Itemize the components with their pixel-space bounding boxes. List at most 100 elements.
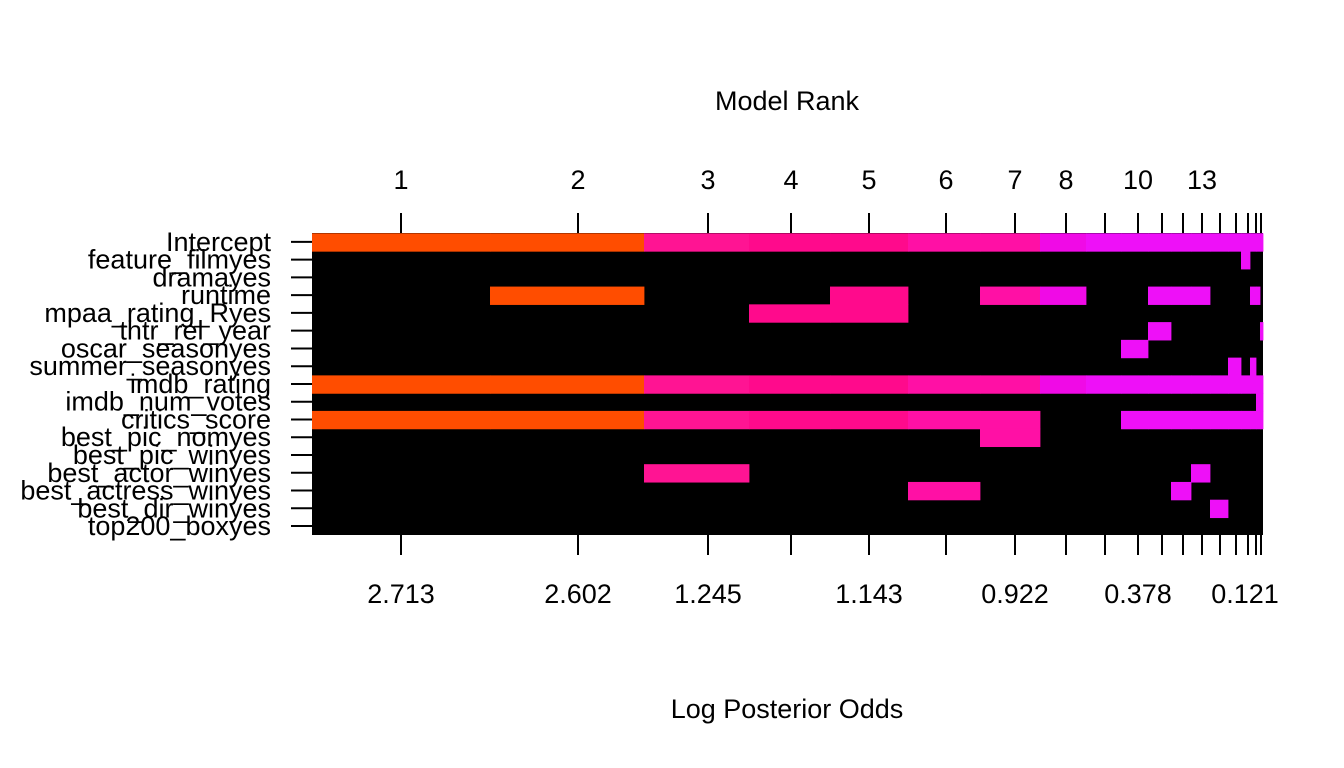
cell-critics_score-model-4 xyxy=(749,410,831,430)
cell-critics_score-model-2 xyxy=(490,410,645,430)
top-tick-label: 7 xyxy=(1007,165,1022,195)
cell-critics_score-model-1 xyxy=(312,410,491,430)
top-tick-label: 13 xyxy=(1187,165,1217,195)
y-tick-label: runtime xyxy=(181,280,271,310)
y-tick-label: top200_boxyes xyxy=(88,511,271,541)
bottom-tick-label: 0.922 xyxy=(981,579,1049,609)
cell-Intercept-model-10 xyxy=(1121,233,1149,252)
top-tick-label: 3 xyxy=(700,165,715,195)
cell-Intercept-model-8 xyxy=(1040,233,1087,252)
cell-imdb_rating-model-15 xyxy=(1228,375,1242,394)
cell-Intercept-model-5 xyxy=(830,233,909,252)
cell-critics_score-model-15 xyxy=(1228,410,1242,430)
cell-Intercept-model-14 xyxy=(1210,233,1229,252)
cell-best_pic_nomyes-model-7 xyxy=(980,428,1041,448)
cell-Intercept-model-17 xyxy=(1250,233,1257,252)
bottom-tick-label: 2.602 xyxy=(544,579,612,609)
cell-Intercept-model-4 xyxy=(749,233,831,252)
cell-imdb_rating-model-12 xyxy=(1171,375,1192,394)
y-tick-label: feature_filmyes xyxy=(88,245,271,275)
cell-best_actor_winyes-model-13 xyxy=(1191,464,1211,483)
cell-critics_score-model-16 xyxy=(1241,410,1251,430)
y-tick-label: best_pic_winyes xyxy=(73,440,271,470)
cell-runtime-model-12 xyxy=(1171,286,1192,305)
top-tick-label: 2 xyxy=(570,165,585,195)
y-tick-label: Intercept xyxy=(166,227,272,257)
bottom-tick-label: 2.713 xyxy=(367,579,435,609)
cell-summer_seasonyes-model-17 xyxy=(1250,357,1257,376)
cell-imdb_rating-model-4 xyxy=(749,375,831,394)
cell-Intercept-model-1 xyxy=(312,233,491,252)
cells-layer xyxy=(312,233,1264,519)
cell-Intercept-model-15 xyxy=(1228,233,1242,252)
cell-runtime-model-18 xyxy=(1256,286,1261,305)
y-tick-label: best_actress_winyes xyxy=(20,476,271,506)
cell-mpaa_rating_Ryes-model-4 xyxy=(749,304,831,323)
y-tick-label: oscar_seasonyes xyxy=(61,333,271,363)
top-tick-label: 4 xyxy=(783,165,798,195)
y-tick-label: mpaa_rating_Ryes xyxy=(44,298,271,328)
bottom-tick-label: 0.378 xyxy=(1104,579,1172,609)
cell-Intercept-model-7 xyxy=(980,233,1041,252)
cell-runtime-model-7 xyxy=(980,286,1041,305)
cell-critics_score-model-5 xyxy=(830,410,909,430)
cell-critics_score-model-11 xyxy=(1148,410,1172,430)
cell-Intercept-model-13 xyxy=(1191,233,1211,252)
cell-runtime-model-5 xyxy=(830,286,909,305)
cell-imdb_rating-model-1 xyxy=(312,375,491,394)
cell-Intercept-model-2 xyxy=(490,233,645,252)
cell-imdb_rating-model-8 xyxy=(1040,375,1087,394)
top-tick-label: 8 xyxy=(1058,165,1073,195)
y-tick-label: dramayes xyxy=(152,262,271,292)
top-tick-label: 1 xyxy=(393,165,408,195)
cell-imdb_rating-model-14 xyxy=(1210,375,1229,394)
x-axis-label: Log Posterior Odds xyxy=(671,694,904,724)
cell-imdb_num_votes-model-18 xyxy=(1256,393,1261,412)
cell-Intercept-model-3 xyxy=(644,233,750,252)
top-tick-label: 5 xyxy=(861,165,876,195)
y-tick-label: best_dir_winyes xyxy=(77,493,271,523)
cell-runtime-model-11 xyxy=(1148,286,1172,305)
cell-thtr_rel_year-model-19 xyxy=(1260,322,1264,341)
cell-critics_score-model-18 xyxy=(1256,410,1261,430)
top-tick-label: 6 xyxy=(938,165,953,195)
cell-summer_seasonyes-model-15 xyxy=(1228,357,1242,376)
top-tick-label: 10 xyxy=(1123,165,1153,195)
cell-Intercept-model-11 xyxy=(1148,233,1172,252)
cell-imdb_rating-model-2 xyxy=(490,375,645,394)
cell-critics_score-model-10 xyxy=(1121,410,1149,430)
cell-imdb_rating-model-11 xyxy=(1148,375,1172,394)
cell-Intercept-model-9 xyxy=(1086,233,1122,252)
cell-Intercept-model-18 xyxy=(1256,233,1261,252)
cell-imdb_rating-model-6 xyxy=(908,375,981,394)
cell-Intercept-model-12 xyxy=(1171,233,1192,252)
cell-runtime-model-8 xyxy=(1040,286,1087,305)
cell-feature_filmyes-model-16 xyxy=(1241,251,1251,270)
y-tick-label: best_pic_nomyes xyxy=(61,422,271,452)
cell-Intercept-model-19 xyxy=(1260,233,1264,252)
cell-imdb_rating-model-17 xyxy=(1250,375,1257,394)
cell-imdb_rating-model-3 xyxy=(644,375,750,394)
cell-best_actress_winyes-model-6 xyxy=(908,481,981,501)
cell-imdb_rating-model-13 xyxy=(1191,375,1211,394)
cell-critics_score-model-6 xyxy=(908,410,981,430)
cell-oscar_seasonyes-model-10 xyxy=(1121,339,1149,359)
cell-Intercept-model-6 xyxy=(908,233,981,252)
cell-critics_score-model-12 xyxy=(1171,410,1192,430)
cell-critics_score-model-17 xyxy=(1250,410,1257,430)
bottom-axis: 2.713 2.602 1.245 1.143 0.922 0.378 0.121 xyxy=(367,535,1279,609)
y-tick-label: imdb_rating xyxy=(130,369,271,399)
y-tick-label: critics_score xyxy=(121,404,271,434)
cell-runtime-model-13 xyxy=(1191,286,1211,305)
cell-critics_score-model-7 xyxy=(980,410,1041,430)
cell-critics_score-model-13 xyxy=(1191,410,1211,430)
bottom-tick-label: 1.143 xyxy=(835,579,903,609)
cell-best_actress_winyes-model-12 xyxy=(1171,481,1192,501)
top-axis: 1 2 3 4 5 6 7 8 10 13 xyxy=(393,165,1262,233)
cell-imdb_rating-model-18 xyxy=(1256,375,1261,394)
cell-imdb_rating-model-7 xyxy=(980,375,1041,394)
cell-critics_score-model-19 xyxy=(1260,410,1264,430)
cell-imdb_rating-model-9 xyxy=(1086,375,1122,394)
cell-best_actor_winyes-model-3 xyxy=(644,464,750,483)
